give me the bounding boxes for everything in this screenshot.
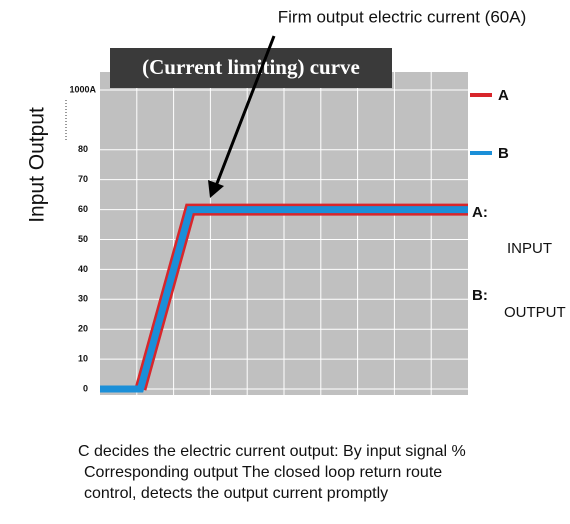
arrow-shaft (214, 35, 276, 187)
caption-line: control, detects the output current prom… (84, 485, 388, 502)
y-tick-label: 50 (78, 234, 88, 244)
legend-label: B (498, 145, 509, 162)
content: 0 10 20 30 40 50 60 70 80 1000A A B A: INPUT B: OUTPUT C… (69, 84, 565, 502)
legend-note-label: B: (472, 287, 488, 304)
y-axis-label: Input Output (26, 107, 49, 223)
legend-note-label: A: (472, 204, 488, 221)
y-tick-label: 1000A (69, 84, 96, 94)
y-tick-label: 20 (78, 324, 88, 334)
series-line (100, 206, 468, 393)
legend-note-text: INPUT (507, 240, 552, 257)
y-tick-label: 80 (78, 144, 88, 154)
arrow-head (208, 180, 224, 198)
legend-label: A (498, 87, 509, 104)
y-tick-label: 60 (78, 204, 88, 214)
y-tick-label: 70 (78, 174, 88, 184)
y-tick-label: 30 (78, 294, 88, 304)
caption-line: C decides the electric current output: B… (78, 443, 466, 460)
vertical-grid (100, 72, 468, 395)
title-box (110, 48, 392, 88)
annotation: Firm output electric current (60A) (278, 7, 526, 26)
caption-line: Corresponding output The closed loop ret… (84, 464, 442, 481)
chart-title: (Current limiting) curve (142, 55, 360, 79)
y-tick-label: 0 (83, 383, 88, 393)
y-tick-label: 10 (78, 353, 88, 363)
legend-note-text: OUTPUT (504, 304, 566, 321)
y-tick-label: 40 (78, 264, 88, 274)
